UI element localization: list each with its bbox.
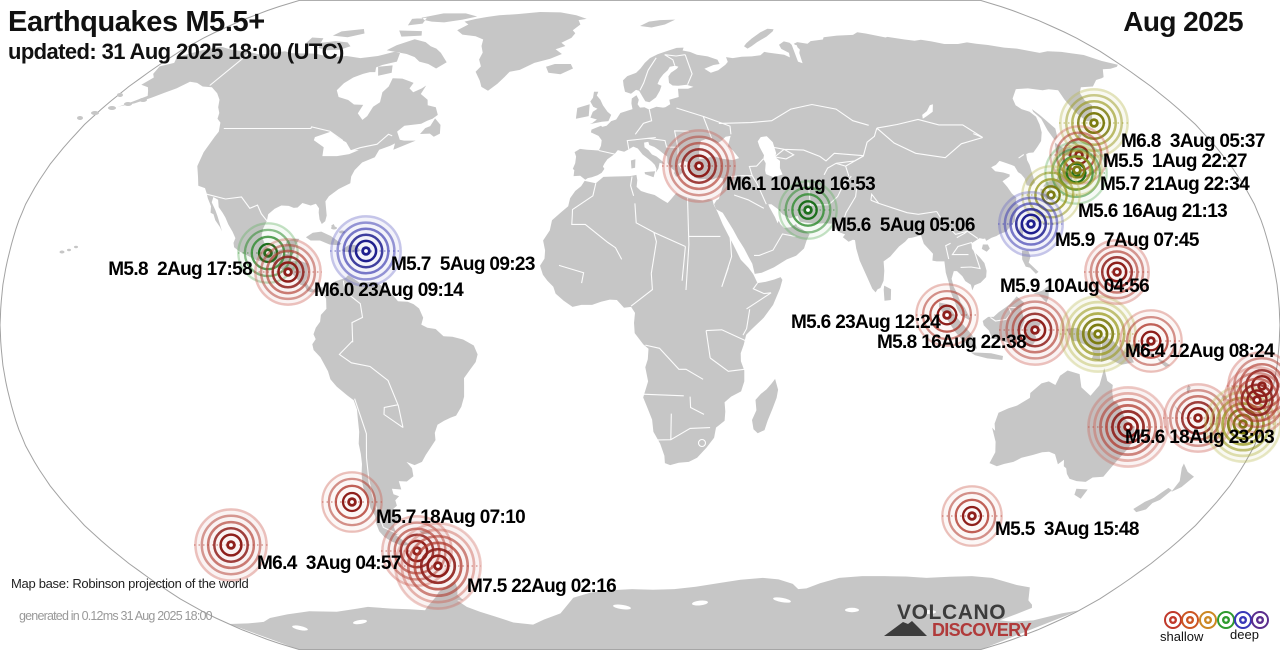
svg-text:M5.5 3Aug 15:48: M5.5 3Aug 15:48 — [995, 519, 1139, 540]
svg-text:Map base: Robinson projection: Map base: Robinson projection of the wor… — [11, 576, 249, 591]
svg-text:DISCOVERY: DISCOVERY — [932, 620, 1032, 640]
svg-text:generated in 0.12ms 31 Aug 202: generated in 0.12ms 31 Aug 2025 18:00 — [19, 609, 213, 623]
svg-text:deep: deep — [1230, 627, 1259, 642]
svg-text:VOLCANO: VOLCANO — [897, 601, 1006, 624]
svg-text:M5.8 16Aug 22:38: M5.8 16Aug 22:38 — [877, 332, 1026, 353]
svg-text:updated: 31 Aug 2025 18:00 (UT: updated: 31 Aug 2025 18:00 (UTC) — [8, 39, 344, 64]
svg-text:M5.6 18Aug 23:03: M5.6 18Aug 23:03 — [1125, 427, 1274, 448]
svg-text:M5.5 1Aug 22:27: M5.5 1Aug 22:27 — [1103, 151, 1247, 172]
svg-text:M6.4 12Aug 08:24: M6.4 12Aug 08:24 — [1125, 341, 1275, 362]
svg-text:M5.9 10Aug 04:56: M5.9 10Aug 04:56 — [1000, 276, 1149, 297]
svg-text:M5.7 5Aug 09:23: M5.7 5Aug 09:23 — [391, 254, 535, 275]
svg-text:M6.4 3Aug 04:57: M6.4 3Aug 04:57 — [257, 553, 401, 574]
svg-text:M5.7 18Aug 07:10: M5.7 18Aug 07:10 — [376, 507, 525, 528]
svg-text:M5.9 7Aug 07:45: M5.9 7Aug 07:45 — [1055, 230, 1200, 251]
svg-text:M5.8 2Aug 17:58: M5.8 2Aug 17:58 — [108, 259, 252, 280]
svg-text:M5.7 21Aug 22:34: M5.7 21Aug 22:34 — [1100, 174, 1250, 195]
svg-text:M5.6 16Aug 21:13: M5.6 16Aug 21:13 — [1078, 201, 1227, 222]
svg-text:Earthquakes M5.5+: Earthquakes M5.5+ — [8, 6, 265, 38]
svg-text:M7.5 22Aug 02:16: M7.5 22Aug 02:16 — [467, 576, 616, 597]
svg-text:M5.6 5Aug 05:06: M5.6 5Aug 05:06 — [831, 215, 975, 236]
svg-text:M6.8 3Aug 05:37: M6.8 3Aug 05:37 — [1121, 131, 1265, 152]
svg-text:Aug 2025: Aug 2025 — [1123, 6, 1243, 37]
svg-text:shallow: shallow — [1160, 629, 1204, 644]
svg-text:M5.6 23Aug 12:24: M5.6 23Aug 12:24 — [791, 312, 941, 333]
svg-text:M6.1 10Aug 16:53: M6.1 10Aug 16:53 — [726, 174, 875, 195]
svg-text:M6.0 23Aug 09:14: M6.0 23Aug 09:14 — [314, 280, 464, 301]
